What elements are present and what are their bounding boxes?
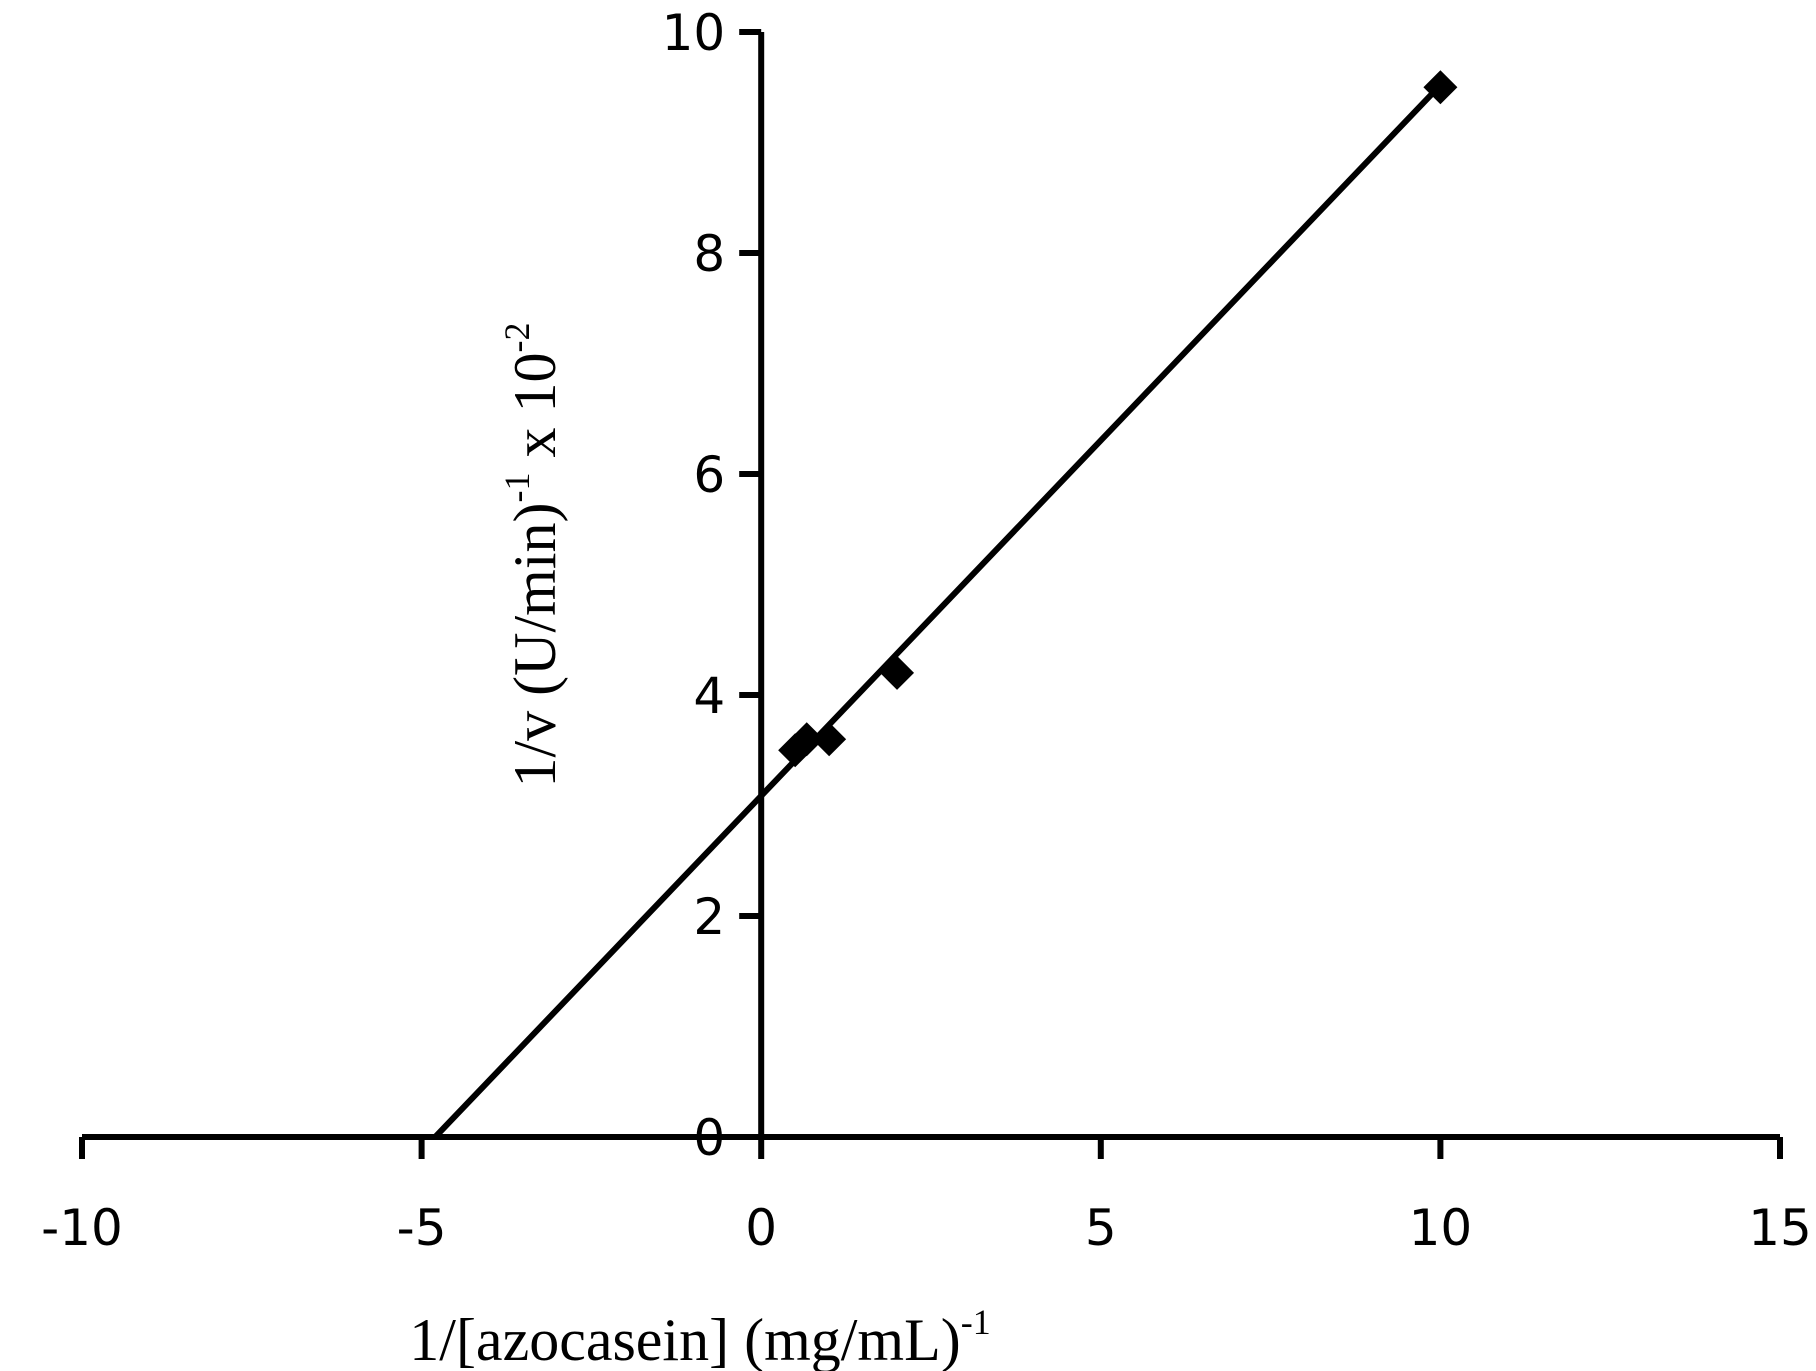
x-tick-label: -10 (41, 1199, 123, 1257)
data-point-diamond (880, 655, 915, 690)
y-tick-label: 4 (693, 667, 725, 725)
y-axis-label-superscript-2: -2 (497, 323, 537, 353)
y-tick-labels: 0 2 4 6 8 10 (662, 4, 726, 1167)
y-tick-label: 0 (693, 1109, 725, 1167)
x-tick-label: 5 (1085, 1199, 1117, 1257)
y-axis-label-part2: x 10 (502, 353, 568, 473)
data-point-diamond (1423, 70, 1458, 105)
data-point-diamond (789, 722, 824, 757)
y-tick-label: 6 (693, 446, 725, 504)
y-tick-label: 8 (693, 225, 725, 283)
y-axis-label: 1/v (U/min)-1 x 10-2 (497, 323, 568, 788)
x-tick-label: 15 (1748, 1199, 1812, 1257)
y-tick-label: 10 (662, 4, 726, 62)
x-tick-label: 10 (1409, 1199, 1473, 1257)
x-axis-label-main: 1/[azocasein] (mg/mL) (409, 1307, 960, 1371)
y-tick-label: 2 (693, 888, 725, 946)
x-tick-label: 0 (745, 1199, 777, 1257)
x-tick-label: -5 (397, 1199, 447, 1257)
trendline (432, 82, 1444, 1140)
x-axis-label-superscript: -1 (961, 1302, 991, 1342)
y-axis-label-part1: 1/v (U/min) (502, 503, 568, 788)
x-axis-label: 1/[azocasein] (mg/mL)-1 (409, 1302, 990, 1371)
x-ticks (79, 1137, 1783, 1159)
data-points (778, 70, 1458, 768)
plot-area: -10 -5 0 5 10 15 0 2 4 6 8 10 (41, 4, 1812, 1257)
data-point-diamond (812, 722, 847, 757)
y-axis-label-superscript-1: -1 (497, 473, 537, 503)
x-tick-labels: -10 -5 0 5 10 15 (41, 1199, 1812, 1257)
y-ticks (739, 29, 762, 1140)
